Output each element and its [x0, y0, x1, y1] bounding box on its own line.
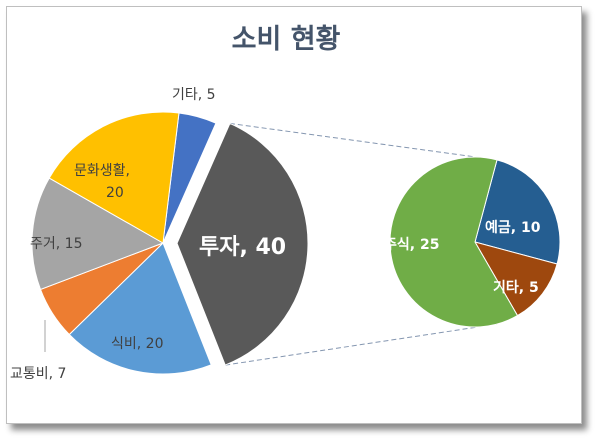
- slice-investment[interactable]: [176, 122, 309, 366]
- main-pie: [31, 111, 309, 375]
- label-stocks: 주식, 25: [384, 237, 439, 253]
- connector-line-bottom: [225, 323, 498, 366]
- label-other-main: 기타, 5: [172, 87, 216, 103]
- slice-food[interactable]: [68, 242, 212, 375]
- connector-line-top: [229, 122, 498, 161]
- slice-other-secondary[interactable]: [473, 241, 558, 317]
- secondary-pie: [389, 156, 561, 328]
- label-housing: 주거, 15: [30, 236, 82, 252]
- slice-stocks[interactable]: [389, 156, 519, 328]
- slice-culture[interactable]: [48, 111, 180, 244]
- label-other-secondary: 기타, 5: [493, 280, 539, 296]
- label-investment: 투자, 40: [199, 235, 286, 260]
- label-culture-line2: 20: [106, 185, 124, 201]
- label-deposit: 예금, 10: [485, 220, 541, 236]
- label-transport: 교통비, 7: [10, 366, 66, 382]
- label-food: 식비, 20: [111, 336, 163, 352]
- chart-title: 소비 현황: [232, 24, 341, 55]
- slice-deposit[interactable]: [474, 159, 561, 265]
- label-culture-line1: 문화생활,: [74, 163, 130, 179]
- slice-housing[interactable]: [31, 177, 165, 291]
